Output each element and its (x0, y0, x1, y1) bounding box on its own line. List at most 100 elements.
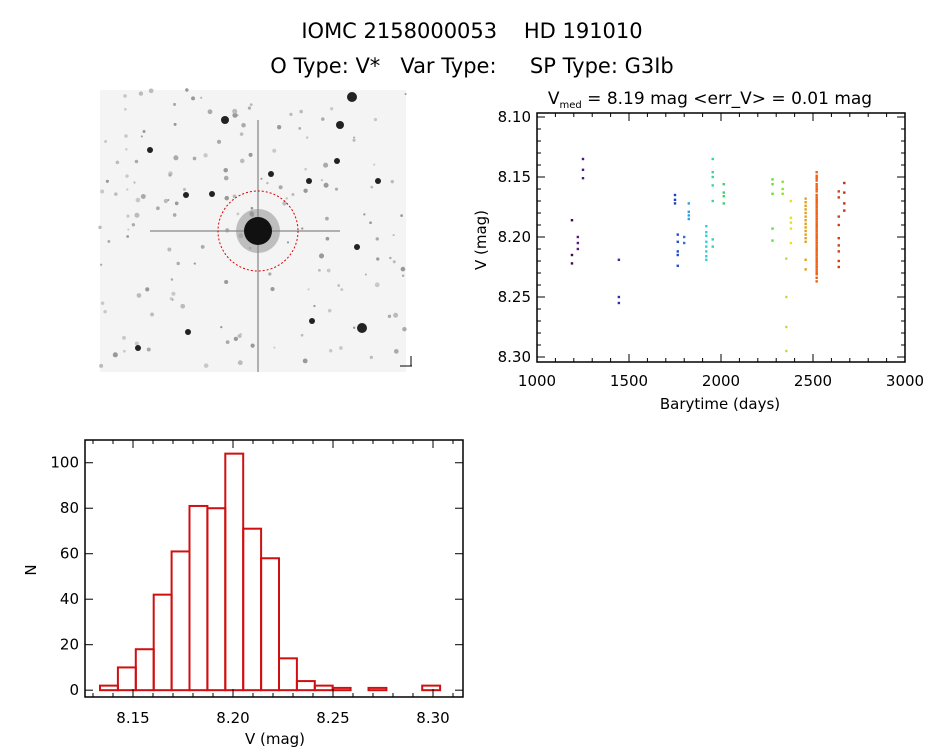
histogram-bar (331, 686, 352, 692)
star (354, 244, 360, 250)
data-point (722, 191, 725, 194)
faint-star (112, 352, 118, 358)
data-point (570, 262, 574, 265)
faint-star (321, 117, 325, 121)
histogram-xlabel: V (mag) (245, 730, 305, 747)
faint-star (392, 260, 396, 264)
data-point (705, 240, 708, 243)
faint-star (239, 332, 243, 336)
data-point (722, 202, 725, 205)
histogram-bar (278, 657, 298, 692)
faint-star (369, 355, 373, 359)
faint-star (320, 179, 323, 182)
faint-star (134, 212, 140, 218)
faint-star (232, 108, 238, 114)
faint-star (185, 88, 189, 92)
data-point (815, 234, 818, 237)
faint-star (325, 236, 330, 241)
x-tick-label: 2500 (794, 372, 832, 390)
histogram-bar (295, 680, 316, 692)
faint-star (337, 284, 341, 287)
y-tick-label: 8.30 (498, 348, 531, 366)
faint-star (390, 179, 394, 184)
data-point (815, 239, 818, 242)
faint-star (155, 206, 160, 211)
data-point (815, 225, 818, 228)
data-point (815, 258, 818, 261)
faint-star (236, 212, 240, 216)
data-point (789, 241, 793, 245)
y-tick-label: 20 (60, 636, 79, 654)
faint-star (126, 235, 130, 238)
histogram-bar (170, 550, 191, 692)
data-point (815, 244, 818, 247)
y-tick-label: 8.25 (498, 288, 531, 306)
faint-star (373, 117, 378, 122)
faint-star (216, 139, 222, 144)
data-point (711, 199, 714, 203)
data-point (705, 250, 708, 253)
faint-star (353, 136, 356, 139)
data-point (815, 185, 818, 188)
faint-star (225, 340, 230, 345)
histogram-bar (224, 452, 245, 692)
data-point (815, 241, 818, 245)
sky-image (98, 88, 412, 372)
histogram-bar (152, 593, 173, 692)
faint-star (126, 214, 130, 218)
data-point (804, 258, 807, 261)
faint-star (301, 227, 304, 230)
faint-star (330, 107, 334, 111)
data-point (789, 199, 793, 203)
faint-star (323, 162, 329, 168)
data-point (722, 183, 725, 186)
data-point (815, 220, 818, 223)
data-point (722, 195, 725, 198)
data-point (837, 250, 840, 253)
x-tick-label: 8.25 (316, 709, 349, 727)
y-tick-label: 8.15 (498, 168, 531, 186)
faint-star (392, 234, 395, 237)
data-point (815, 187, 818, 191)
data-point (804, 268, 807, 271)
faint-star (250, 206, 254, 210)
faint-star (148, 88, 154, 94)
data-point (815, 270, 818, 273)
y-tick-label: 0 (69, 681, 79, 699)
data-point (843, 181, 846, 185)
faint-star (131, 223, 136, 227)
faint-star (203, 153, 208, 158)
data-point (815, 280, 818, 283)
faint-star (200, 96, 203, 99)
faint-star (240, 158, 245, 164)
data-point (815, 232, 818, 235)
faint-star (191, 96, 195, 101)
faint-star (146, 347, 151, 352)
light-curve-title: Vmed = 8.19 mag <err_V> = 0.01 mag (548, 89, 872, 111)
faint-star (125, 174, 129, 178)
y-tick-label: 40 (60, 590, 79, 608)
target-circle (217, 190, 299, 272)
data-point (804, 233, 807, 236)
data-point (676, 250, 679, 253)
data-point (804, 237, 807, 240)
data-point (676, 253, 679, 257)
data-point (771, 239, 774, 242)
faint-star (99, 263, 103, 266)
faint-star (105, 179, 109, 183)
faint-star (393, 348, 399, 354)
data-point (815, 174, 818, 177)
data-point (581, 177, 585, 180)
faint-star (173, 122, 177, 126)
faint-star (364, 273, 367, 276)
data-point (804, 197, 807, 200)
data-point (804, 215, 807, 218)
faint-star (325, 216, 329, 221)
data-point (711, 184, 714, 187)
faint-star (374, 282, 380, 288)
data-point (581, 168, 585, 171)
data-point (711, 238, 714, 241)
faint-star (299, 109, 303, 114)
star (375, 178, 381, 184)
faint-star (363, 213, 366, 216)
